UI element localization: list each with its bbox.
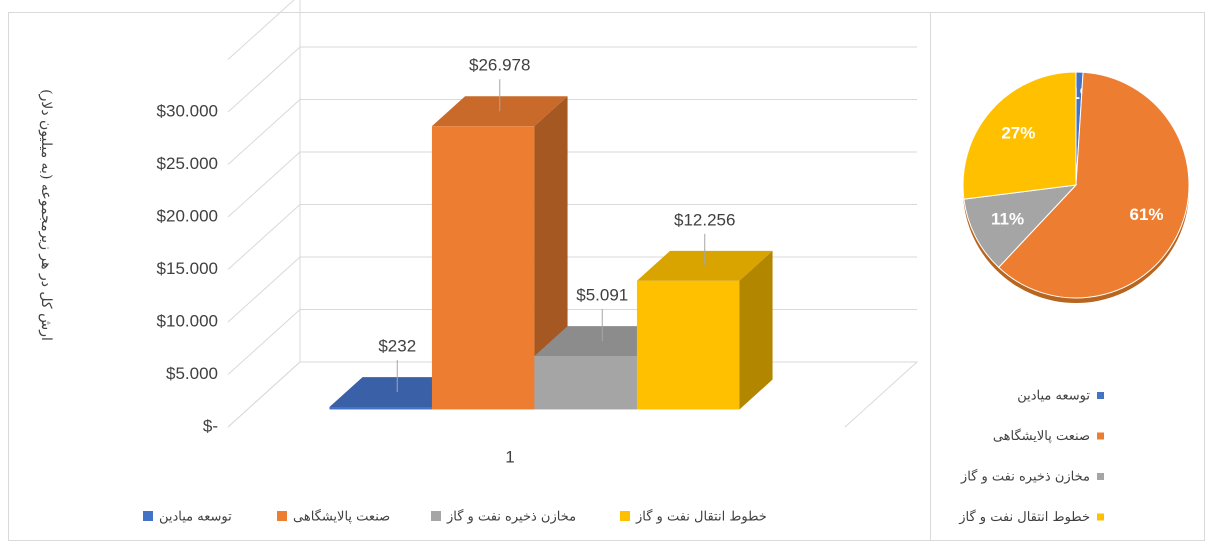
legend-swatch: [1097, 473, 1104, 480]
legend-swatch: [620, 511, 630, 521]
y-tick-label: $10.000: [157, 311, 218, 330]
frame: [8, 12, 1205, 541]
data-label: $232: [378, 337, 416, 356]
y-axis-label: ارش کل در هر زیرمجموعه (به میلیون دلار): [38, 89, 54, 341]
legend-swatch: [277, 511, 287, 521]
legend-swatch: [143, 511, 153, 521]
pie-slice: [962, 71, 1077, 200]
legend-swatch: [431, 511, 441, 521]
bar-top: [329, 377, 466, 408]
grid-line: [227, 256, 917, 323]
y-tick-label: $20.000: [157, 206, 218, 225]
bar-front: [534, 355, 637, 410]
y-tick-label: $-: [203, 416, 218, 435]
legend-label: مخازن ذخیره نفت و گاز: [960, 469, 1090, 485]
grid-line: [227, 99, 917, 165]
data-label: $26.978: [469, 56, 530, 75]
legend-label: صنعت پالایشگاهی: [993, 428, 1090, 444]
bar-side: [534, 96, 568, 410]
y-tick-label: $15.000: [157, 259, 218, 278]
grid-line: [227, 204, 917, 270]
bar-front: [329, 407, 432, 410]
data-label: $5.091: [576, 286, 628, 305]
bar-side: [739, 250, 773, 410]
y-tick-label: $5.000: [166, 364, 218, 383]
data-label: 27%: [1001, 124, 1035, 143]
pie-slice: [997, 71, 1190, 299]
y-tick-label: $25.000: [157, 154, 218, 173]
legend-label: خطوط انتقال نفت و گاز: [635, 509, 767, 525]
grid-line: [227, 151, 917, 218]
grid-line: [227, 46, 917, 113]
bar-front: [431, 126, 535, 410]
legend-label: صنعت پالایشگاهی: [293, 509, 390, 525]
legend-label: توسعه میادین: [159, 510, 232, 525]
x-tick-label: 1: [505, 447, 514, 466]
top-edge: [227, 0, 295, 60]
legend-label: خطوط انتقال نفت و گاز: [958, 509, 1090, 525]
pie-slice: [963, 184, 1078, 269]
data-label: 11%: [991, 209, 1024, 228]
legend-swatch: [1097, 432, 1104, 440]
data-label: $12.256: [674, 210, 735, 229]
data-label: 61%: [1130, 205, 1164, 224]
legend-label: توسعه میادین: [1017, 389, 1090, 404]
legend-swatch: [1097, 513, 1104, 521]
bar-front: [636, 280, 740, 410]
legend-swatch: [1097, 392, 1104, 399]
y-tick-label: $30.000: [157, 101, 218, 120]
legend-label: مخازن ذخیره نفت و گاز: [446, 509, 576, 525]
